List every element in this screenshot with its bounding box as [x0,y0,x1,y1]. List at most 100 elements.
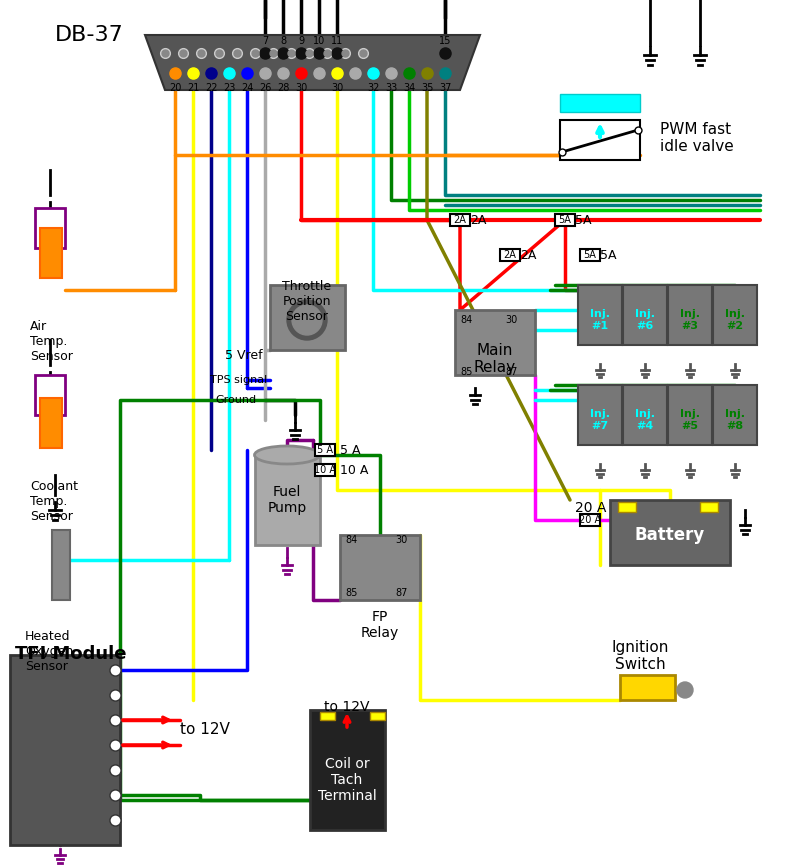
Text: 2A: 2A [520,248,537,261]
Bar [668,285,712,345]
Text: 5A: 5A [600,248,616,261]
Circle shape [677,682,693,698]
Bar [713,285,757,345]
Text: Inj.
#7: Inj. #7 [590,409,610,431]
Text: 2A: 2A [470,214,486,227]
Text: 5 A: 5 A [340,444,361,457]
Bar [500,249,520,261]
Text: DB-37: DB-37 [55,25,123,45]
Bar [35,375,65,415]
Bar [455,310,535,375]
Bar [620,675,675,700]
Text: 85: 85 [460,367,472,377]
Text: 33: 33 [385,83,397,93]
Text: 24: 24 [241,83,253,93]
Text: Inj.
#3: Inj. #3 [680,309,700,330]
Text: Main
Relay: Main Relay [474,343,516,375]
Text: Inj.
#8: Inj. #8 [725,409,745,431]
Bar [578,285,622,345]
Text: TPS signal: TPS signal [210,375,267,385]
Text: Inj.
#6: Inj. #6 [635,309,655,330]
Text: Inj.
#4: Inj. #4 [635,409,655,431]
Text: 30: 30 [295,83,307,93]
Text: TFI Module: TFI Module [15,645,127,663]
Bar [10,655,120,845]
Bar [315,444,335,456]
Bar [580,249,600,261]
Text: PWM fast
idle valve: PWM fast idle valve [660,122,734,154]
Text: 20 A: 20 A [575,501,607,515]
Text: FP
Relay: FP Relay [361,610,399,640]
Circle shape [292,305,322,335]
Bar [310,710,385,830]
Bar [610,500,730,565]
Text: 30: 30 [505,315,517,325]
Bar [370,712,385,720]
Text: 20 A: 20 A [579,515,601,525]
Text: 2A: 2A [504,250,517,260]
Bar [315,464,335,476]
Text: 5A: 5A [575,214,591,227]
Text: 10 A: 10 A [340,464,369,477]
Text: to 12V: to 12V [324,700,370,714]
Text: 30: 30 [331,83,343,93]
Text: Coolant
Temp.
Sensor: Coolant Temp. Sensor [30,480,78,523]
Text: 87: 87 [505,367,517,377]
Text: Coil or
Tach
Terminal: Coil or Tach Terminal [318,757,377,804]
Text: Fuel
Pump: Fuel Pump [267,485,306,515]
Text: Inj.
#5: Inj. #5 [680,409,700,431]
Polygon shape [145,35,480,90]
Bar [668,385,712,445]
Text: to 12V: to 12V [180,722,230,738]
Text: Inj.
#1: Inj. #1 [590,309,610,330]
Bar [340,535,420,600]
Text: 28: 28 [277,83,289,93]
Bar [40,228,62,278]
Bar [580,514,600,526]
Text: Air
Temp.
Sensor: Air Temp. Sensor [30,320,73,363]
Text: Heated
Oxygen
Sensor: Heated Oxygen Sensor [25,630,73,673]
Text: 9: 9 [298,36,304,46]
Bar [320,712,335,720]
Bar [40,398,62,448]
Text: Throttle
Position
Sensor: Throttle Position Sensor [283,280,332,323]
Bar [700,502,718,512]
Text: 7: 7 [262,36,268,46]
Text: Ignition
Switch: Ignition Switch [611,640,669,672]
Bar [450,214,470,226]
Bar [555,214,575,226]
Bar [255,455,320,545]
Text: 10 A: 10 A [314,465,336,475]
Text: 15: 15 [439,36,451,46]
Text: 23: 23 [223,83,235,93]
Text: 5 A: 5 A [317,445,333,455]
Text: 21: 21 [187,83,199,93]
Text: 5 Vref: 5 Vref [225,349,263,362]
Text: 84: 84 [460,315,472,325]
Text: 32: 32 [367,83,379,93]
Text: 87: 87 [395,588,408,598]
Bar [623,285,667,345]
Text: 2A: 2A [454,215,466,225]
Text: 20: 20 [169,83,181,93]
Bar [713,385,757,445]
Text: 10: 10 [313,36,325,46]
Text: 26: 26 [259,83,271,93]
Bar [578,385,622,445]
Bar [623,385,667,445]
Ellipse shape [255,446,319,464]
Text: 5A: 5A [583,250,596,260]
Text: 22: 22 [205,83,217,93]
Text: 30: 30 [395,535,408,545]
Text: Ground: Ground [215,395,256,405]
Text: 8: 8 [280,36,286,46]
Bar [52,530,70,600]
Text: Inj.
#2: Inj. #2 [725,309,745,330]
Bar [270,285,345,350]
Text: 85: 85 [345,588,357,598]
Text: 5A: 5A [559,215,572,225]
Text: 34: 34 [403,83,416,93]
Text: 35: 35 [421,83,433,93]
Circle shape [287,300,327,340]
Text: 11: 11 [331,36,343,46]
